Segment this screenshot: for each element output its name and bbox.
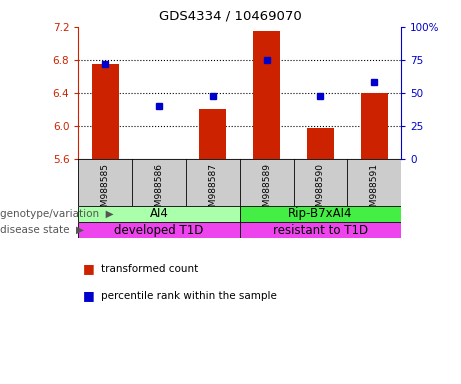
Bar — [307, 128, 334, 159]
Bar — [240, 206, 401, 222]
Bar — [199, 109, 226, 159]
Text: resistant to T1D: resistant to T1D — [273, 223, 368, 237]
Text: developed T1D: developed T1D — [114, 223, 204, 237]
Text: GSM988590: GSM988590 — [316, 163, 325, 218]
Text: ■: ■ — [83, 262, 95, 275]
Text: GSM988587: GSM988587 — [208, 163, 217, 218]
Bar — [146, 159, 172, 161]
Text: GSM988585: GSM988585 — [101, 163, 110, 218]
Text: percentile rank within the sample: percentile rank within the sample — [101, 291, 278, 301]
Bar — [92, 64, 118, 159]
Bar — [240, 222, 401, 238]
Text: GDS4334 / 10469070: GDS4334 / 10469070 — [159, 10, 302, 23]
Bar — [253, 31, 280, 159]
Text: GSM988589: GSM988589 — [262, 163, 271, 218]
Bar — [78, 222, 240, 238]
Text: transformed count: transformed count — [101, 264, 199, 274]
Text: GSM988586: GSM988586 — [154, 163, 164, 218]
Text: AI4: AI4 — [150, 207, 168, 220]
Text: ■: ■ — [83, 289, 95, 302]
Bar — [361, 93, 388, 159]
Text: genotype/variation  ▶: genotype/variation ▶ — [0, 209, 113, 219]
Text: disease state  ▶: disease state ▶ — [0, 225, 84, 235]
Text: GSM988591: GSM988591 — [370, 163, 378, 218]
Text: Rip-B7xAI4: Rip-B7xAI4 — [288, 207, 353, 220]
Bar — [78, 206, 240, 222]
